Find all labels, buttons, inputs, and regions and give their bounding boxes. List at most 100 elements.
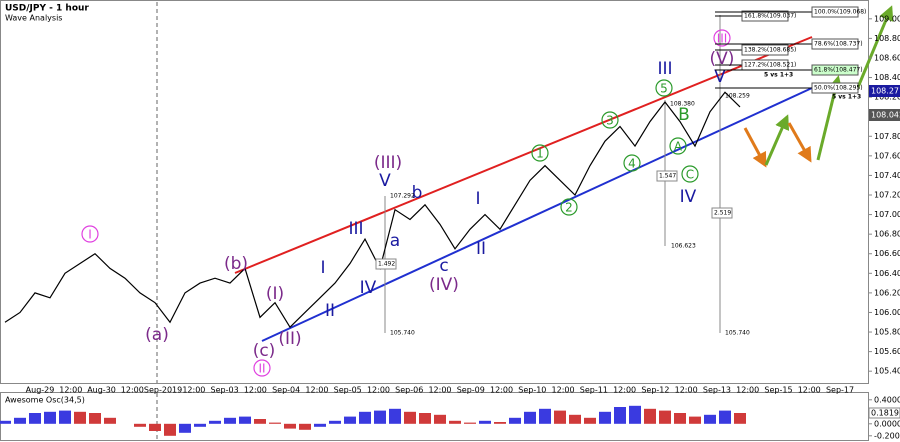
wave-circle	[81, 225, 99, 243]
x-tick-label: Sep-06	[395, 386, 423, 395]
osc-bar	[194, 423, 206, 427]
wave-label: 4	[628, 157, 636, 171]
osc-bar	[29, 413, 41, 424]
osc-bar	[554, 410, 566, 424]
fib-label: 78.6%(108.737)	[814, 41, 863, 48]
y-tick-label: 108.800	[874, 34, 900, 43]
osc-bar	[104, 417, 116, 424]
osc-bar	[389, 408, 401, 424]
fib-box	[811, 82, 859, 94]
y-tick-label: 107.400	[874, 171, 900, 180]
arrow	[854, 5, 894, 93]
osc-bar	[614, 407, 626, 424]
wave-label: I	[475, 189, 480, 209]
osc-bar	[239, 416, 251, 424]
osc-bar	[464, 422, 476, 424]
wave-circle	[601, 111, 619, 129]
x-tick-label: 12:00	[305, 386, 328, 395]
wave-label: IV	[680, 187, 697, 207]
wave-label: (c)	[253, 341, 276, 361]
y-tick-label: 107.200	[874, 191, 900, 200]
fib-box	[741, 44, 789, 56]
x-tick-label: Sep-11	[580, 386, 608, 395]
last-price-label: 108.271	[871, 87, 900, 96]
osc-bar	[404, 411, 416, 424]
chart-title: USD/JPY - 1 hour	[5, 4, 89, 14]
x-tick-label: 12:00	[244, 386, 267, 395]
osc-bar	[584, 417, 596, 424]
osc-bar	[89, 413, 101, 424]
trend-line	[234, 36, 813, 274]
last-value-label: 0.1819	[871, 409, 899, 418]
osc-bar	[644, 408, 656, 424]
wave-label: C	[686, 168, 694, 182]
x-tick-label: Sep-17	[826, 386, 854, 395]
wave-label: 5	[660, 82, 668, 96]
y-tick-label: 105.600	[874, 347, 900, 356]
osc-bar	[314, 423, 326, 427]
level-label: 1.547	[659, 173, 676, 180]
osc-bar	[434, 414, 446, 424]
osc-bar	[164, 423, 176, 436]
y-tick-label: 107.600	[874, 151, 900, 160]
fib-label: 100.0%(109.068)	[814, 9, 866, 16]
wave-label: b	[412, 183, 423, 203]
osc-bar	[254, 419, 266, 424]
level-box	[711, 207, 733, 219]
last-value-box	[868, 407, 900, 419]
fib-label: 61.8%(108.477)	[814, 67, 863, 74]
y-tick-label: 106.400	[874, 269, 900, 278]
x-tick-label: 12:00	[552, 386, 575, 395]
last-price-box	[869, 85, 900, 97]
osc-bar	[734, 413, 746, 424]
x-tick-label: 12:00	[490, 386, 513, 395]
level-label: 1.492	[378, 261, 395, 268]
osc-bar	[74, 411, 86, 424]
osc-bar	[449, 420, 461, 424]
osc-bar	[134, 423, 146, 427]
osc-bar	[0, 420, 11, 424]
x-tick-label: 12:00	[182, 386, 205, 395]
x-tick-label: Sep-2019	[144, 386, 182, 395]
y-tick-label: 105.400	[874, 367, 900, 376]
wave-circle	[669, 137, 687, 155]
osc-bar	[359, 411, 371, 424]
osc-bar	[299, 423, 311, 430]
y-tick-label: 0.4000	[874, 395, 900, 404]
wave-label: B	[678, 105, 690, 125]
wave-label: (IV)	[429, 275, 459, 295]
wave-circle	[253, 359, 271, 377]
osc-bar	[209, 420, 221, 424]
x-tick-label: 12:00	[367, 386, 390, 395]
osc-bar	[179, 423, 191, 433]
x-tick-label: Sep-05	[334, 386, 362, 395]
price-line	[4, 91, 741, 329]
wave-circle	[655, 79, 673, 97]
osc-bar	[689, 416, 701, 424]
wave-label: I	[320, 258, 325, 278]
osc-bar	[509, 417, 521, 424]
level-label: 108.380	[670, 101, 695, 108]
osc-bar	[599, 411, 611, 424]
osc-bar	[494, 422, 506, 424]
x-tick-label: Sep-10	[518, 386, 546, 395]
y-tick-label: 106.200	[874, 288, 900, 297]
osc-bar	[374, 410, 386, 424]
wave-label: (V)	[710, 49, 735, 69]
arrow	[764, 114, 790, 166]
x-tick-label: 12:00	[798, 386, 821, 395]
osc-bar	[344, 416, 356, 424]
osc-bar	[14, 417, 26, 424]
osc-bar	[524, 411, 536, 424]
osc-bar	[479, 420, 491, 424]
wave-circle	[713, 29, 731, 47]
chart-subtitle: Wave Analysis	[5, 14, 62, 23]
y-tick-label: 107.800	[874, 132, 900, 141]
wave-label: V	[379, 171, 391, 191]
wave-label: (II)	[278, 329, 301, 349]
x-tick-label: 12:00	[121, 386, 144, 395]
x-tick-label: Sep-03	[211, 386, 239, 395]
y-tick-label: 0.0000	[874, 419, 900, 428]
osc-bar	[149, 423, 161, 431]
